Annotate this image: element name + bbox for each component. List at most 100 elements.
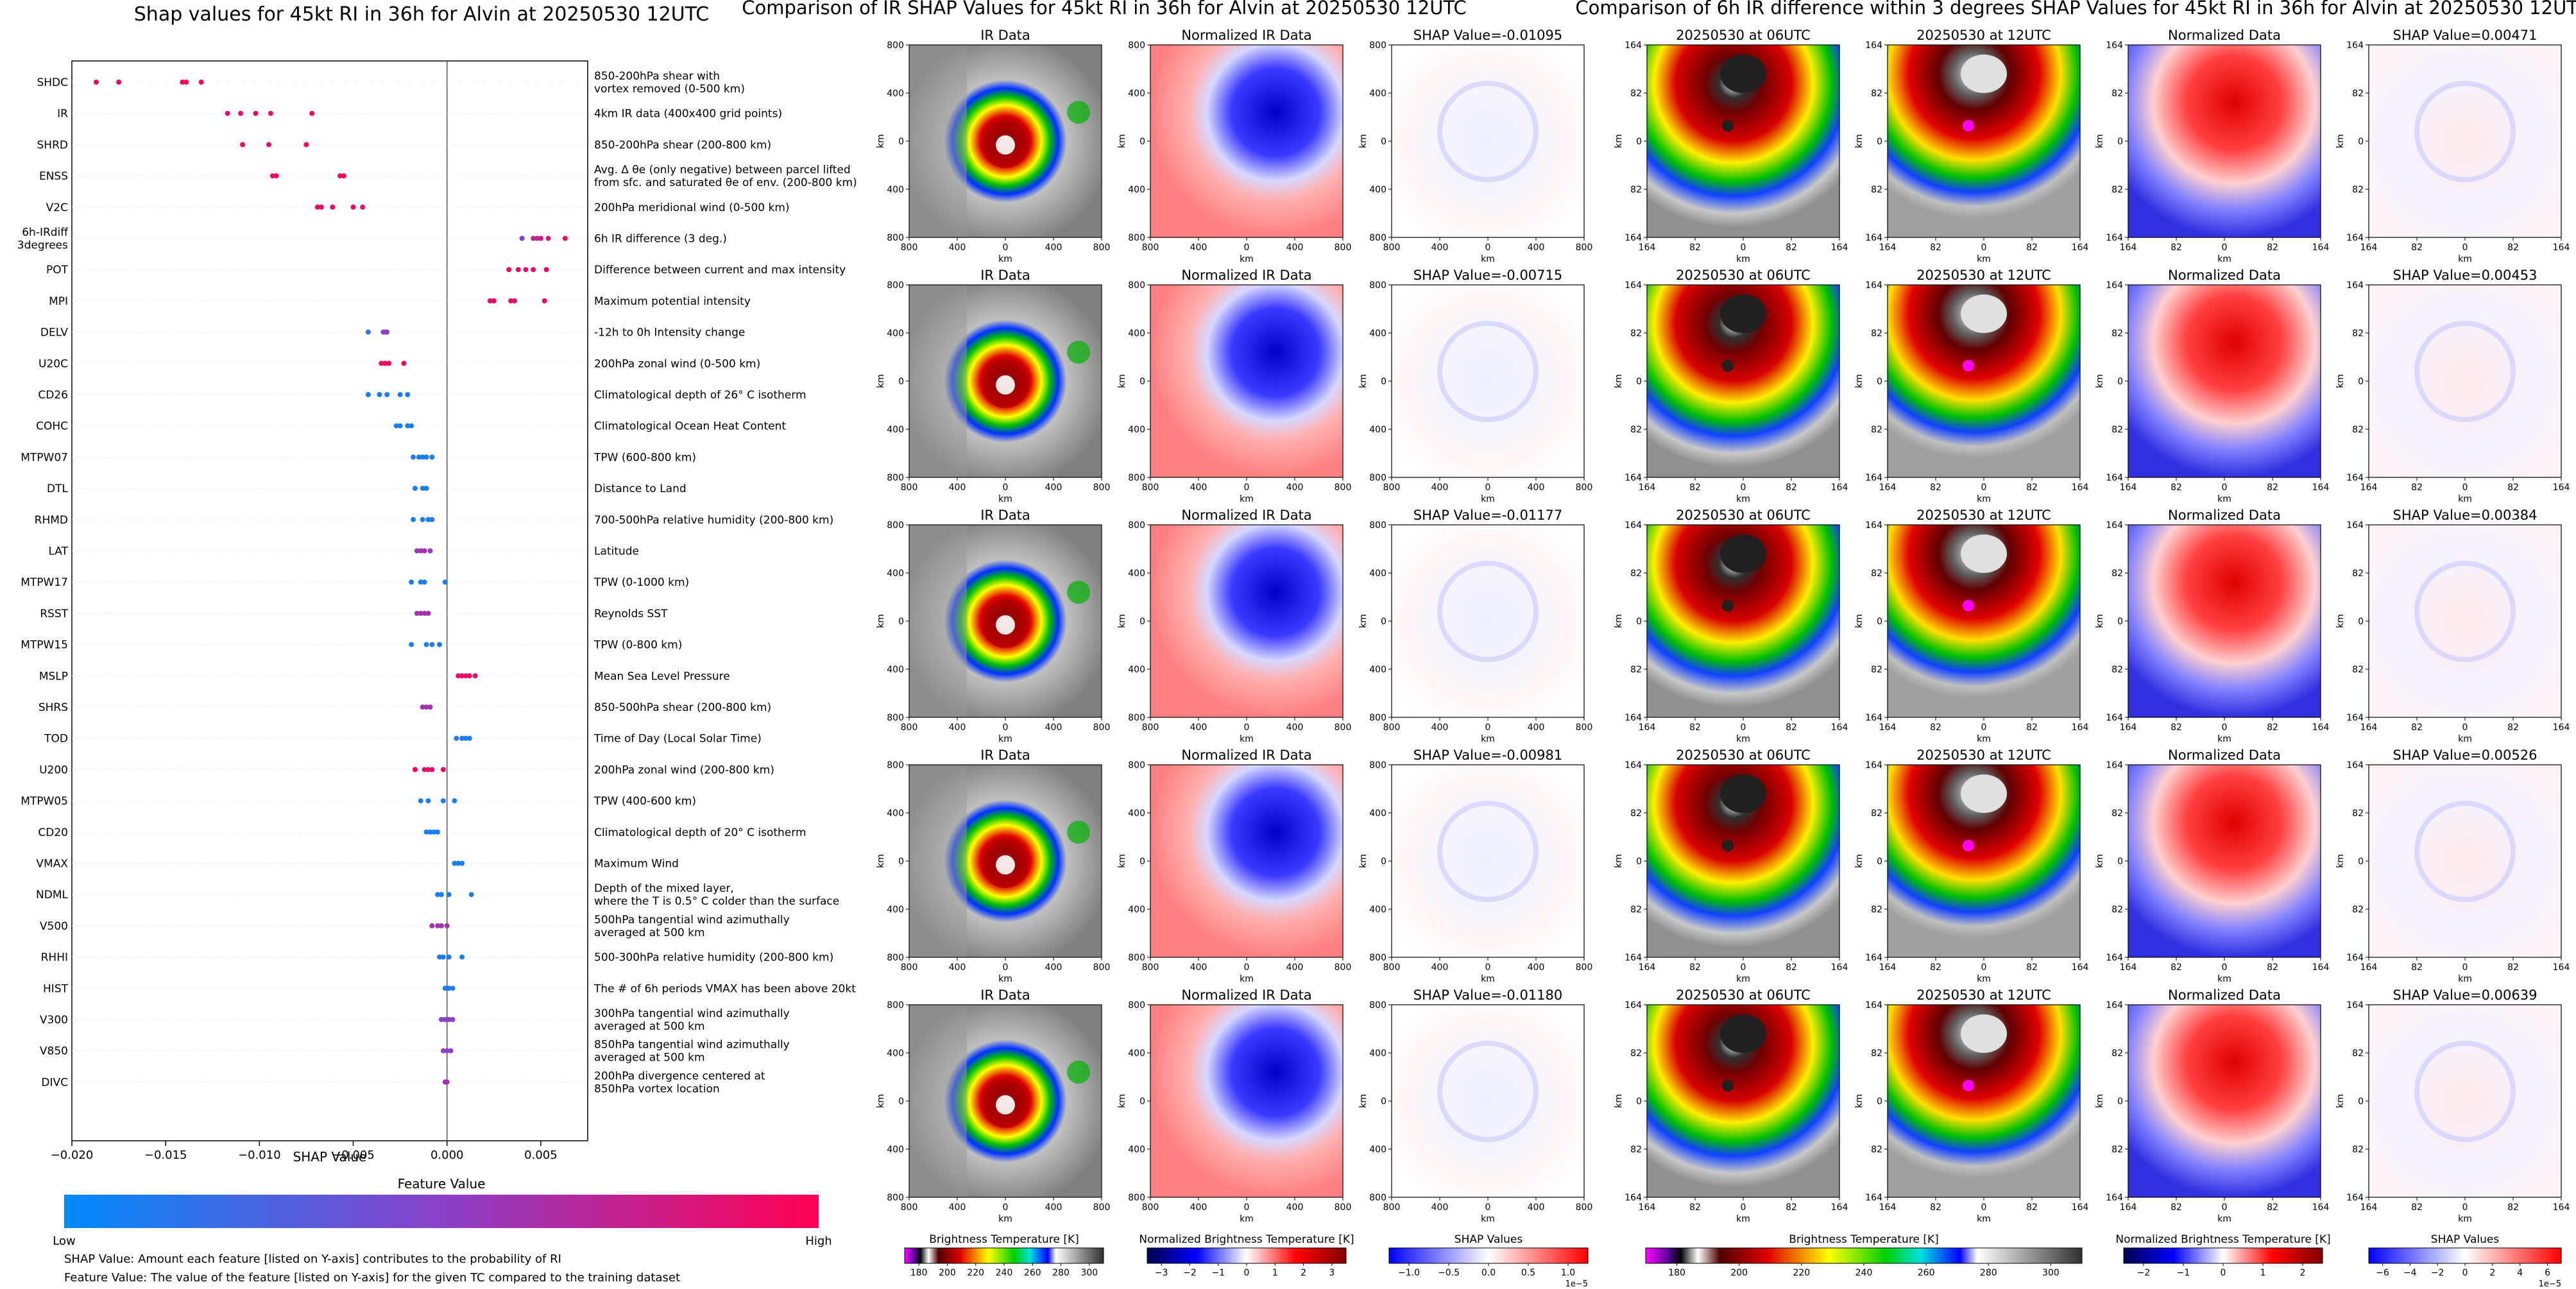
- shap-point: [425, 516, 431, 522]
- y-tick-label: 400: [1369, 1048, 1386, 1059]
- x-axis-label: km: [1736, 974, 1750, 984]
- clear-sky-region: [909, 45, 967, 237]
- shap-point: [435, 829, 441, 835]
- y-tick-label: 164: [2106, 473, 2123, 483]
- shap-point: [330, 204, 336, 210]
- shap-point: [365, 392, 371, 397]
- x-tick-label: 0: [1003, 1202, 1009, 1213]
- y-tick-label: 164: [2106, 1193, 2123, 1203]
- y-tick-label: 164: [1625, 233, 1642, 243]
- feature-row: SHRS 850-500hPa shear (200-800 km): [38, 701, 771, 714]
- y-tick-label: 800: [887, 520, 904, 531]
- x-axis-label: km: [2217, 494, 2231, 504]
- y-tick-label: 0: [1139, 137, 1145, 147]
- colorbar: Brightness Temperature [K] 180 200 220 240 26…: [904, 1233, 1104, 1278]
- y-axis-label: km: [1117, 1094, 1127, 1108]
- y-tick-label: 82: [2352, 808, 2364, 819]
- panel-image: [2369, 765, 2561, 957]
- panel-title: SHAP Value=0.00526: [2393, 747, 2538, 763]
- shap-point: [519, 235, 525, 241]
- y-tick-label: 0: [1636, 377, 1642, 387]
- x-tick-label: 82: [2267, 962, 2278, 973]
- shap-ring: [1437, 1041, 1539, 1142]
- panel-title: Normalized IR Data: [1181, 508, 1311, 523]
- y-tick-label: 82: [2111, 425, 2123, 435]
- shap-point: [429, 454, 435, 460]
- feature-row: CD26 Climatological depth of 26° C isothe…: [38, 389, 806, 402]
- x-tick-label: 0: [1244, 482, 1250, 493]
- feature-description-label: TPW (0-800 km): [593, 639, 682, 652]
- colorbar-label: Normalized Brightness Temperature [K]: [2115, 1233, 2330, 1246]
- x-tick-label: 0: [1741, 722, 1746, 733]
- panel-title: IR Data: [980, 747, 1030, 763]
- beeswarm-x-ticks: −0.020 −0.015 −0.010 −0.005 0.000 0.005: [51, 1141, 558, 1162]
- feature-description-label: 850-200hPa shear (200-800 km): [594, 139, 771, 151]
- x-tick-label: −0.010: [238, 1148, 281, 1162]
- shap-point: [542, 298, 547, 303]
- x-tick-label: 82: [2171, 962, 2182, 973]
- x-tick-label: 400: [1431, 243, 1449, 253]
- x-axis-label: km: [1977, 1214, 1991, 1224]
- storm-core: [1720, 774, 1766, 813]
- x-tick-label: 164: [2120, 722, 2137, 733]
- x-tick-label: 164: [1639, 482, 1656, 493]
- x-tick-label: 800: [1383, 482, 1401, 493]
- y-axis-label: km: [1614, 134, 1624, 148]
- beeswarm-chart: Shap values for 45kt RI in 36h for Alvin…: [17, 3, 857, 1285]
- colorbar-tick-label: −0.5: [1438, 1268, 1460, 1278]
- feature-description-label: 200hPa divergence centered at 850hPa vort…: [594, 1070, 765, 1095]
- shap-point: [268, 110, 273, 116]
- feature-row: VMAX Maximum Wind: [36, 858, 678, 871]
- feature-description-label: Reynolds SST: [594, 608, 668, 620]
- y-tick-label: 164: [2106, 280, 2123, 291]
- shap-point: [116, 80, 122, 85]
- feature-row: MTPW05 TPW (400-600 km): [21, 795, 696, 808]
- shap-point: [545, 235, 551, 241]
- x-tick-label: 164: [1639, 962, 1656, 973]
- y-tick-label: 800: [1369, 760, 1386, 771]
- y-tick-label: 164: [2346, 1193, 2364, 1203]
- panel-title: Normalized IR Data: [1181, 747, 1311, 763]
- shap-point: [397, 392, 403, 397]
- feature-row: RSST Reynolds SST: [40, 608, 668, 620]
- y-tick-label: 82: [2352, 1145, 2364, 1155]
- shap-point: [456, 673, 461, 679]
- shap-point: [183, 80, 189, 85]
- feature-name-label: U200: [39, 764, 68, 776]
- shap-point: [393, 423, 399, 429]
- shap-point: [413, 486, 418, 491]
- y-tick-label: 400: [887, 905, 904, 915]
- shap-point: [435, 923, 441, 928]
- x-tick-label: 800: [1335, 1202, 1352, 1213]
- y-tick-label: 82: [1630, 905, 1642, 915]
- x-tick-label: 400: [1431, 482, 1449, 493]
- feature-description-label: Maximum Wind: [594, 858, 679, 871]
- shap-ring: [2414, 801, 2516, 902]
- y-tick-label: 0: [2117, 617, 2123, 627]
- panel-image: [2128, 285, 2321, 477]
- x-tick-label: 82: [1930, 243, 1941, 253]
- feature-row: SHDC 850-200hPa shear with vortex removed …: [37, 70, 745, 96]
- y-tick-label: 82: [1871, 89, 1882, 99]
- feature-row: DELV -12h to 0h Intensity change: [40, 327, 745, 339]
- feature-row: SHRD 850-200hPa shear (200-800 km): [37, 139, 772, 151]
- feature-colorbar: [64, 1195, 819, 1228]
- y-axis-label: km: [2095, 374, 2105, 388]
- shap-point: [253, 110, 259, 116]
- x-tick-label: 800: [901, 962, 918, 973]
- feature-description-label: Mean Sea Level Pressure: [594, 670, 730, 683]
- y-tick-label: 800: [1128, 40, 1145, 51]
- y-tick-label: 164: [1865, 1193, 1882, 1203]
- colorbar-tick-label: −1: [2177, 1268, 2190, 1278]
- y-tick-label: 0: [2117, 1097, 2123, 1107]
- x-axis-label: km: [2217, 254, 2231, 264]
- colorbar-tick-label: 220: [1793, 1268, 1810, 1278]
- y-tick-label: 0: [1877, 857, 1882, 867]
- feature-row: 6h-IRdiff 3degrees 6h IR difference (3 deg…: [17, 226, 727, 252]
- feature-name-label: V500: [40, 920, 68, 933]
- shap-point: [422, 610, 427, 616]
- x-tick-label: 82: [1786, 722, 1797, 733]
